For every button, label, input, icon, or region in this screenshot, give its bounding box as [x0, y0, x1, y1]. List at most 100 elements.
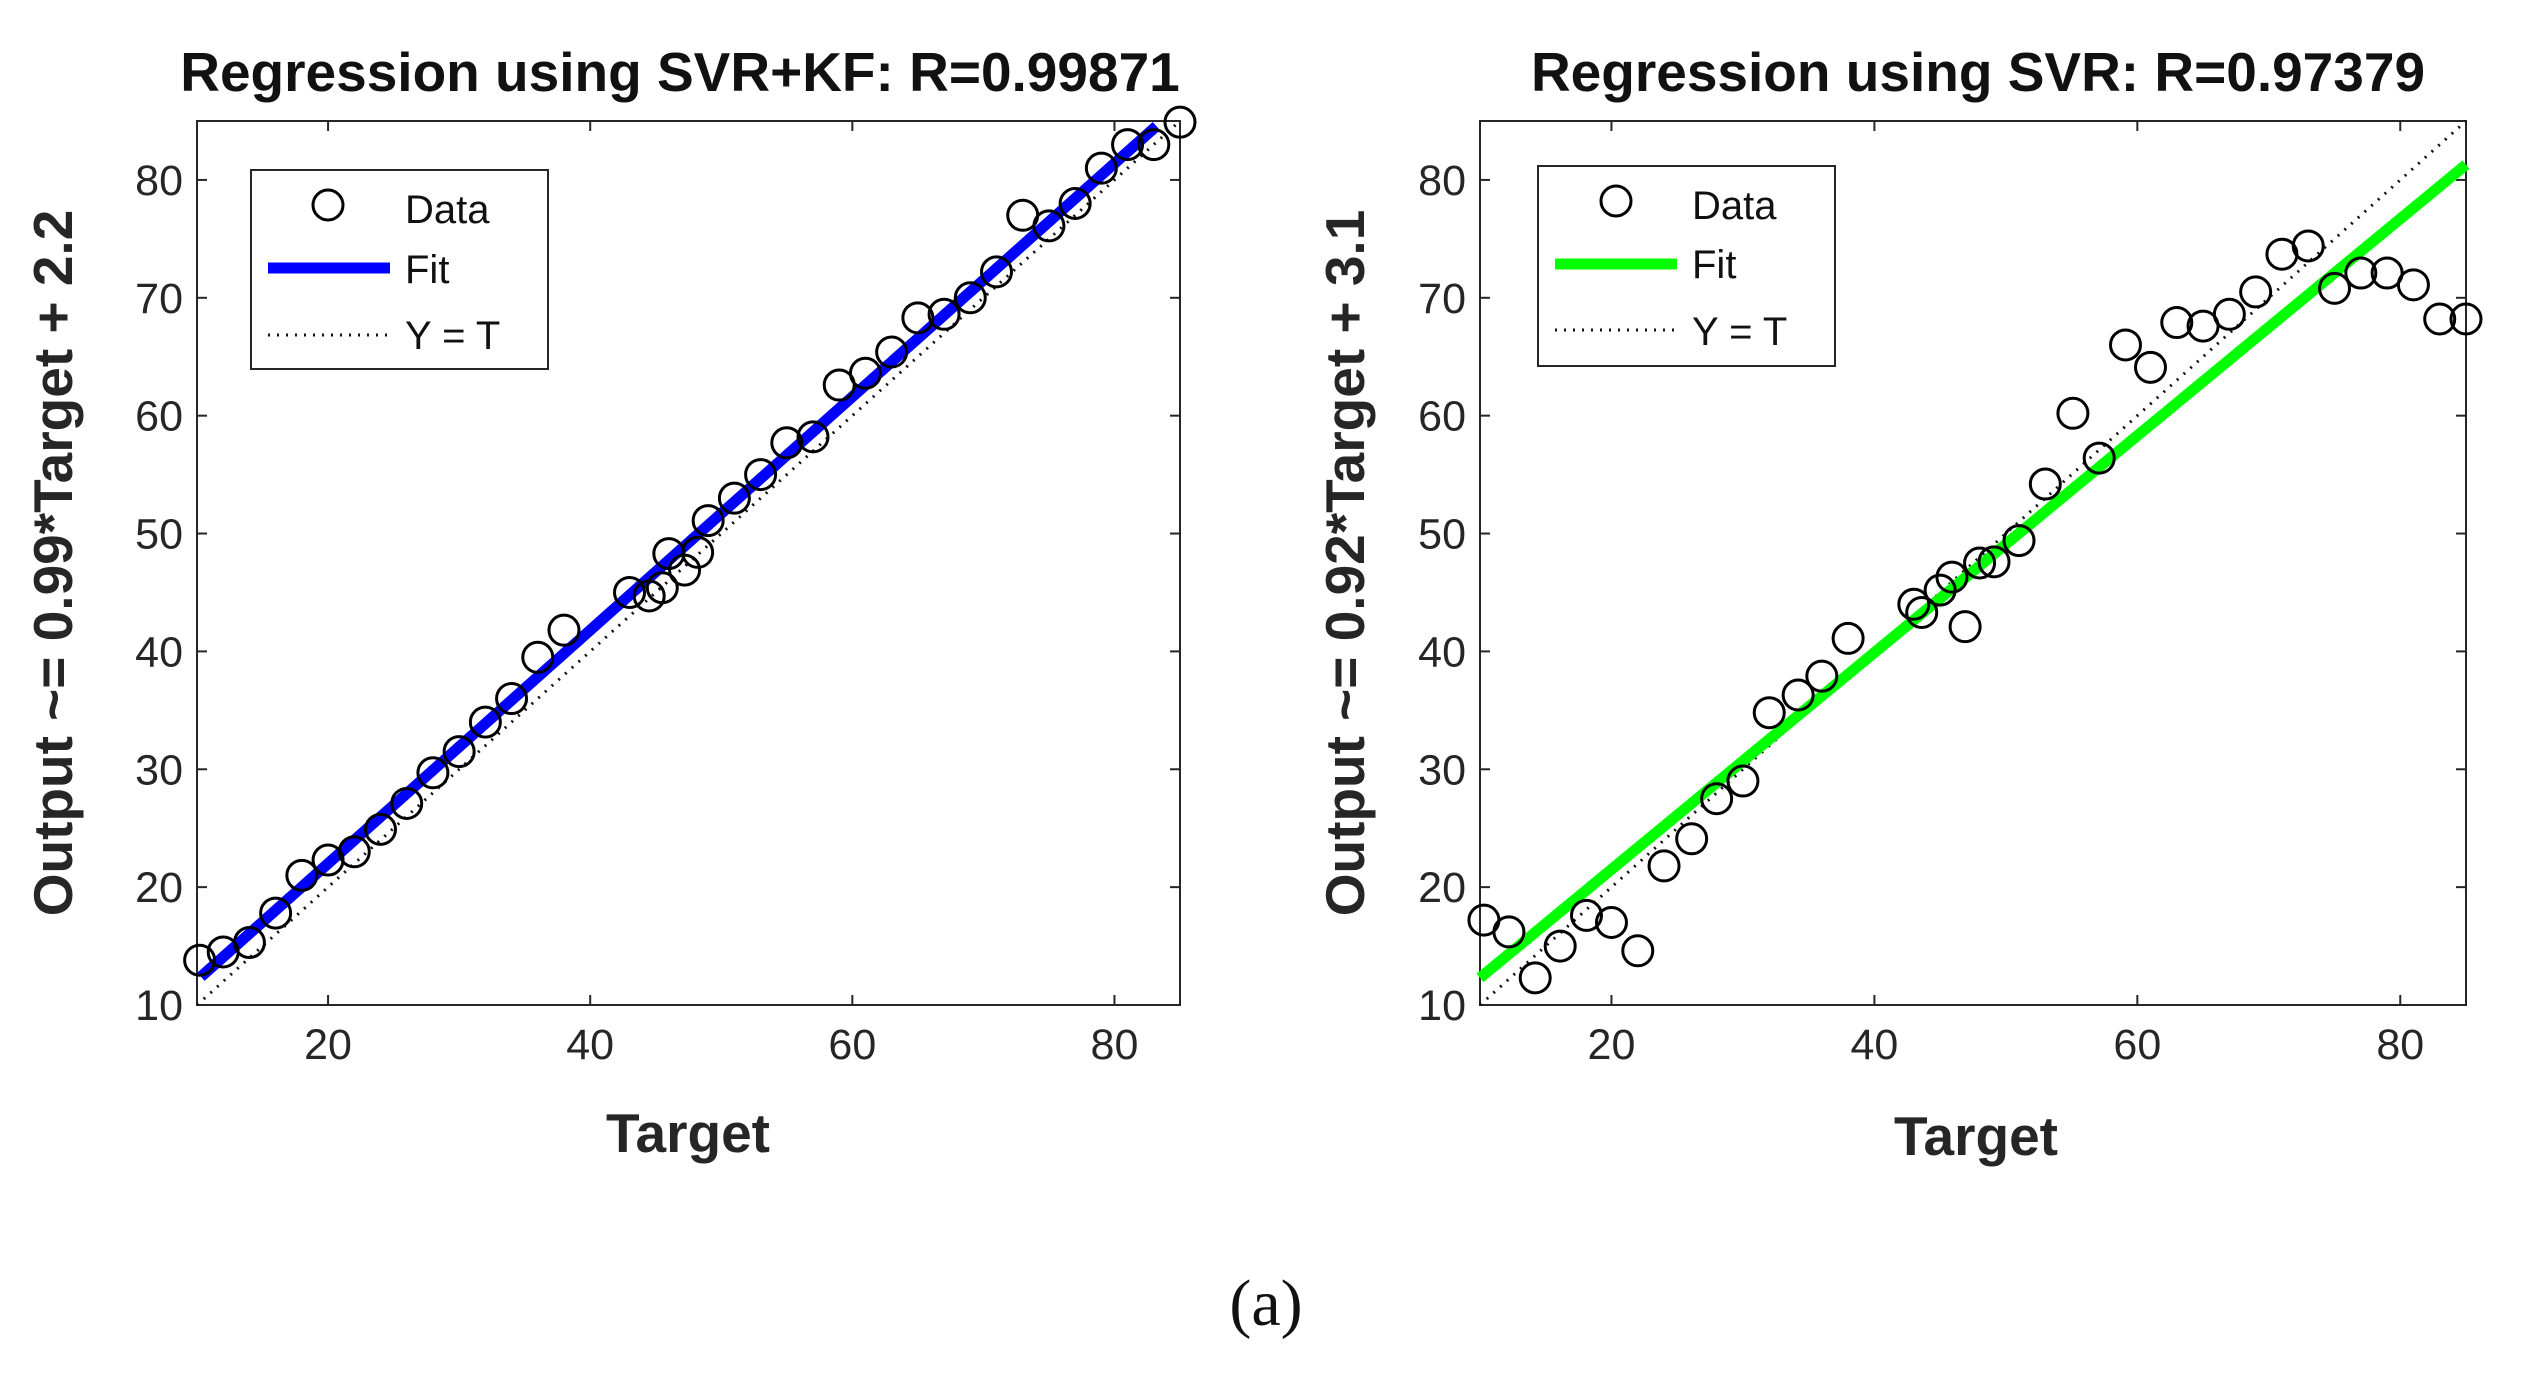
y-tick-label: 20	[135, 864, 183, 912]
y-tick-label: 60	[135, 393, 183, 441]
plot-area	[1479, 120, 2467, 1006]
data-point	[442, 735, 476, 769]
data-point	[796, 420, 830, 454]
y-tick-label: 30	[1418, 746, 1466, 794]
data-point	[681, 535, 715, 569]
data-point	[1897, 587, 1931, 621]
data-point	[2344, 256, 2378, 290]
y-tick-label: 10	[135, 982, 183, 1030]
data-point	[2396, 268, 2430, 302]
legend-label-fit: Fit	[405, 248, 449, 292]
data-point	[744, 458, 778, 492]
data-point	[1492, 915, 1526, 949]
data-point	[2423, 302, 2457, 336]
fit-line	[1476, 160, 2470, 983]
plot-area	[196, 120, 1181, 1006]
data-point	[848, 356, 882, 390]
data-point	[875, 335, 909, 369]
data-point	[1675, 822, 1709, 856]
x-tick-label: 20	[1588, 1021, 1636, 1069]
data-point	[1963, 546, 1997, 580]
legend: Data Fit Y = T	[250, 169, 549, 370]
data-point	[1935, 560, 1969, 594]
data-point	[613, 575, 647, 609]
x-tick-label: 80	[2376, 1021, 2424, 1069]
data-point	[2056, 396, 2090, 430]
data-points	[1467, 229, 2483, 995]
data-point	[1111, 128, 1145, 162]
y-tick-label: 30	[135, 746, 183, 794]
data-point	[416, 756, 450, 790]
fit-line	[197, 121, 1161, 981]
data-point	[1137, 128, 1171, 162]
y-tick-label: 70	[1418, 275, 1466, 323]
x-tick-label: 40	[566, 1021, 614, 1069]
data-point	[1647, 849, 1681, 883]
data-point	[1032, 209, 1066, 243]
data-point	[927, 297, 961, 331]
x-tick-label: 20	[304, 1021, 352, 1069]
data-point	[668, 553, 702, 587]
data-point	[285, 858, 319, 892]
figure-caption: (a)	[1229, 1267, 1302, 1340]
legend-marker-circle-icon	[311, 188, 345, 222]
data-point	[1058, 187, 1092, 221]
data-point	[1831, 621, 1865, 655]
data-point	[1923, 573, 1957, 607]
y-tick-label: 10	[1418, 982, 1466, 1030]
data-point	[1726, 764, 1760, 798]
legend-marker-circle-icon	[1599, 184, 1633, 218]
data-point	[2002, 524, 2036, 558]
legend-label-identity: Y = T	[405, 314, 500, 358]
y-tick-label: 70	[135, 275, 183, 323]
y-tick-label: 80	[1418, 157, 1466, 205]
x-tick-label: 40	[1850, 1021, 1898, 1069]
x-tick-label: 60	[2113, 1021, 2161, 1069]
data-point	[953, 281, 987, 315]
data-point	[1977, 545, 2011, 579]
data-point	[1700, 782, 1734, 816]
legend: Data Fit Y = T	[1537, 165, 1836, 367]
data-point	[468, 705, 502, 739]
data-point	[1621, 934, 1655, 968]
data-points	[183, 105, 1197, 977]
data-point	[645, 571, 679, 605]
data-point	[2133, 350, 2167, 384]
x-axis-label: Target	[606, 1102, 770, 1164]
y-tick-label: 50	[135, 511, 183, 559]
data-point	[1543, 929, 1577, 963]
data-point	[521, 640, 555, 674]
data-point	[1084, 151, 1118, 185]
chart-svr: Regression using SVR: R=0.97379 20 40 60 80…	[1314, 41, 2483, 1167]
data-point	[2212, 297, 2246, 331]
data-point	[183, 943, 217, 977]
data-point	[2160, 306, 2194, 340]
data-point	[547, 613, 581, 647]
data-point	[2028, 467, 2062, 501]
y-tick-label: 60	[1418, 393, 1466, 441]
data-point	[1163, 105, 1197, 139]
y-tick-label: 80	[135, 157, 183, 205]
y-axis-label: Output ~= 0.99*Target + 2.2	[22, 210, 84, 917]
chart-title: Regression using SVR+KF: R=0.99871	[180, 41, 1180, 103]
data-point	[337, 835, 371, 869]
data-point	[1805, 659, 1839, 693]
data-point	[2082, 441, 2116, 475]
chart-svr-kf: Regression using SVR+KF: R=0.99871 20 40 6…	[22, 41, 1197, 1164]
data-point	[2449, 302, 2483, 336]
data-point	[770, 426, 804, 460]
data-point	[1781, 678, 1815, 712]
data-point	[259, 896, 293, 930]
data-point	[2318, 271, 2352, 305]
y-tick-label: 50	[1418, 511, 1466, 559]
data-point	[901, 301, 935, 335]
data-point	[363, 812, 397, 846]
legend-label-data: Data	[405, 188, 490, 232]
data-point	[2291, 229, 2325, 263]
data-point	[1905, 596, 1939, 630]
data-point	[2239, 275, 2273, 309]
legend-label-identity: Y = T	[1692, 310, 1787, 354]
y-tick-label: 40	[1418, 628, 1466, 676]
x-tick-label: 80	[1091, 1021, 1139, 1069]
